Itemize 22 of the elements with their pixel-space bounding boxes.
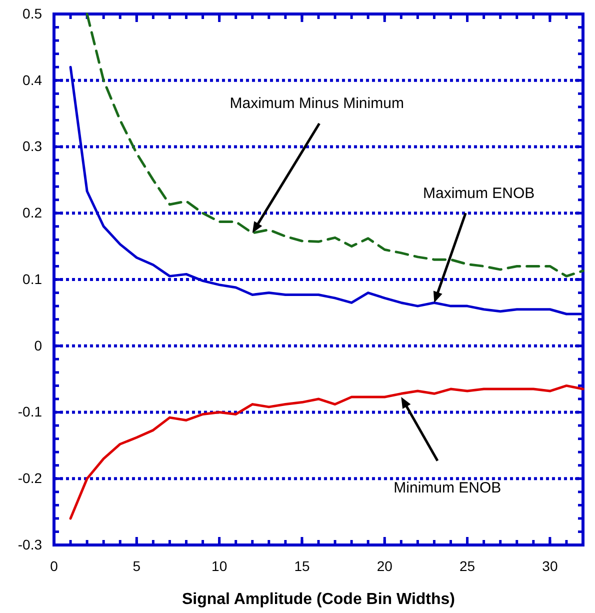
x-tick-label: 30 bbox=[542, 558, 558, 574]
annotation: Minimum ENOB bbox=[394, 479, 502, 496]
y-tick-label: -0.3 bbox=[18, 536, 42, 552]
y-tick-label: 0.1 bbox=[22, 270, 42, 287]
y-tick-label: 0.4 bbox=[22, 72, 42, 88]
x-tick-label: 20 bbox=[376, 558, 393, 574]
y-tick-label: 0.3 bbox=[22, 138, 42, 154]
line-series bbox=[86, 12, 584, 278]
x-tick-label: 15 bbox=[294, 558, 310, 574]
annotation: Maximum ENOB bbox=[423, 185, 535, 202]
x-tick-label: 25 bbox=[459, 558, 476, 574]
y-tick-label: -0.2 bbox=[18, 470, 42, 486]
x-tick-label: 5 bbox=[132, 558, 141, 574]
y-tick-label: -0.1 bbox=[18, 404, 42, 420]
x-tick-label: 10 bbox=[212, 558, 228, 574]
x-axis-title: Signal Amplitude (Code Bin Widths) bbox=[182, 591, 456, 608]
x-tick-label: 0 bbox=[50, 558, 58, 574]
y-tick-label: 0.5 bbox=[22, 5, 42, 22]
annotation: Maximum Minus Minimum bbox=[230, 94, 404, 112]
y-tick-label: 0.2 bbox=[22, 204, 42, 221]
line-series bbox=[69, 384, 584, 520]
y-tick-label: 0 bbox=[34, 337, 42, 354]
